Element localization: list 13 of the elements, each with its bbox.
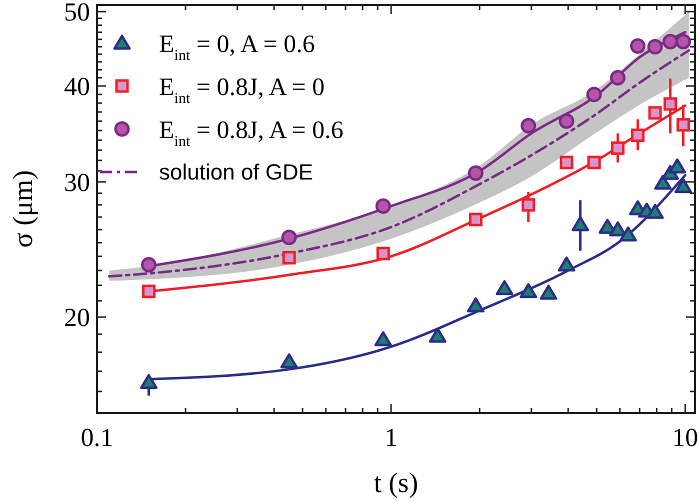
legend-label: E$_{int}$ = 0, A = 0.6 — [159, 30, 315, 64]
x-tick-label: 10 — [672, 423, 698, 452]
legend-label: E$_{int}$ = 0.8J, A = 0.6 — [159, 116, 344, 150]
y-axis-title: σ (μm) — [8, 170, 39, 248]
y-tick-label: 40 — [64, 72, 90, 102]
y-tick-label: 30 — [64, 168, 90, 198]
y-tick-label: 50 — [64, 0, 90, 27]
legend-label: solution of GDE — [159, 160, 314, 185]
x-tick-label: 1 — [384, 423, 398, 452]
x-tick-label: 0.1 — [80, 423, 114, 452]
legend-label: E$_{int}$ = 0.8J, A = 0 — [159, 74, 325, 107]
x-axis-title: t (s) — [374, 468, 418, 499]
y-tick-label: 20 — [64, 303, 90, 332]
